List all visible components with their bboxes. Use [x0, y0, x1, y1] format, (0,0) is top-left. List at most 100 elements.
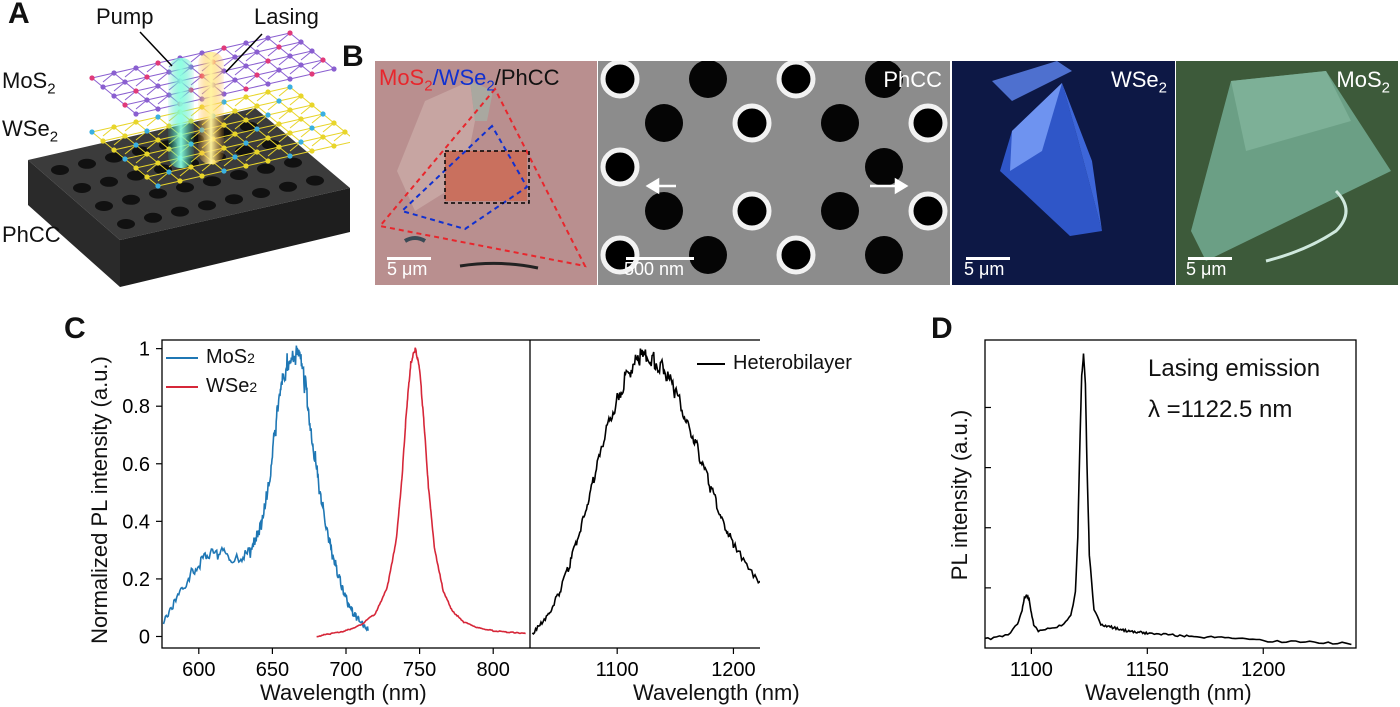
panel-c-xlabel-left: Wavelength (nm) [260, 680, 427, 705]
phcc-hole [306, 175, 324, 186]
lattice-bond [223, 88, 247, 95]
legend-mos2: MoS 2 [166, 346, 255, 369]
sem-hole [689, 61, 727, 98]
x-tick-label: 1100 [1010, 659, 1053, 681]
scale-bar-label: 5 μm [1186, 259, 1227, 279]
phcc-hole [257, 163, 275, 174]
lattice-atom [232, 154, 238, 160]
heterostructure-label: MoS2/WSe2/PhCC [379, 65, 560, 95]
lattice-bond [168, 166, 192, 173]
lattice-atom [155, 60, 161, 66]
lattice-bond [135, 162, 159, 169]
sem-hole [865, 61, 903, 98]
phcc-hole [100, 176, 118, 187]
lattice-atom [133, 65, 139, 71]
wse2-flake-image: WSe2 5 μm [952, 61, 1175, 285]
pump-beam [168, 58, 194, 168]
wse2-label: WSe2 [1110, 67, 1167, 97]
x-tick-label: 1200 [711, 659, 756, 681]
legend-hetero-swatch [697, 362, 725, 365]
lattice-atom [254, 149, 260, 155]
lattice-atom [122, 133, 128, 139]
pump-label: Pump [96, 4, 154, 29]
lattice-atom [155, 83, 161, 89]
lattice-bond [278, 41, 302, 48]
lattice-bond [289, 73, 313, 80]
lattice-atom [122, 79, 128, 85]
lattice-atom [89, 75, 95, 81]
mos2-outline [378, 87, 587, 268]
phcc-hole [284, 157, 302, 168]
sem-hole [689, 236, 727, 274]
lattice-bond [300, 136, 324, 143]
lattice-atom [243, 117, 249, 123]
phcc-hole [144, 212, 162, 223]
lasing-spectrum [984, 353, 1352, 646]
lattice-bond [245, 137, 269, 144]
lattice-bond [113, 144, 137, 151]
lattice-atom [287, 130, 293, 136]
x-tick-label: 750 [403, 659, 436, 681]
phcc-hole [240, 121, 258, 132]
lattice-atom [265, 58, 271, 64]
phcc-hole [252, 188, 270, 198]
wavelength-annotation: λ =1122.5 nm [1148, 396, 1293, 423]
lattice-atom [309, 125, 315, 131]
scale-bar [626, 257, 694, 260]
lattice-atom [265, 112, 271, 118]
lattice-bond [223, 142, 247, 149]
lattice-bond [146, 125, 170, 132]
wse2-outline [400, 124, 529, 231]
lattice-bond [300, 59, 324, 66]
lattice-bond [91, 72, 115, 79]
lattice-bond [223, 96, 247, 103]
lattice-bond [201, 170, 225, 177]
lattice-bond [234, 51, 258, 58]
lattice-atom [276, 67, 282, 73]
lattice-bond [256, 146, 280, 153]
legend-heterobilayer: Heterobilayer [697, 352, 852, 375]
phcc-hole [262, 139, 280, 150]
lattice-bond [256, 123, 280, 130]
lattice-bond [245, 91, 269, 98]
lattice-atom [144, 174, 150, 180]
phcc-label: PhCC [883, 67, 942, 92]
lattice-bond [289, 150, 313, 157]
lattice-bond [234, 105, 258, 112]
lattice-atom [122, 156, 128, 162]
sem-hole [865, 236, 903, 274]
lattice-atom [309, 71, 315, 77]
lattice-bond [322, 131, 346, 138]
lattice-bond [124, 99, 148, 106]
phcc-hole [105, 152, 123, 163]
panel-a-letter: A [8, 0, 30, 30]
phcc-hole [225, 194, 243, 205]
lattice-atom [221, 45, 227, 51]
lattice-bond [278, 118, 302, 125]
lattice-atom [144, 74, 150, 80]
lattice-atom [243, 63, 249, 69]
lattice-atom [276, 98, 282, 104]
cavity-arrows [645, 177, 909, 195]
heterobilayer-spectrum [531, 348, 760, 635]
lattice-bond [124, 130, 148, 137]
x-tick-label: 800 [477, 659, 510, 681]
lattice-atom [298, 62, 304, 68]
lattice-atom [177, 178, 183, 184]
sem-hole [865, 148, 903, 186]
lattice-atom [287, 107, 293, 113]
y-tick-label: 0.6 [122, 454, 150, 476]
lattice-atom [133, 88, 139, 94]
sem-hole [645, 192, 683, 230]
lasing-annotation: Lasing emission [1148, 355, 1321, 382]
lasing-pointer [225, 33, 263, 73]
lattice-bond [311, 68, 335, 75]
lattice-atom [309, 48, 315, 54]
y-tick-label: 1 [139, 339, 150, 361]
sem-hole [645, 104, 683, 142]
lattice-atom [243, 94, 249, 100]
lattice-bond [278, 64, 302, 71]
lattice-atom [155, 160, 161, 166]
y-tick-label: 0.2 [122, 569, 150, 591]
panel-d-frame [984, 339, 1357, 649]
